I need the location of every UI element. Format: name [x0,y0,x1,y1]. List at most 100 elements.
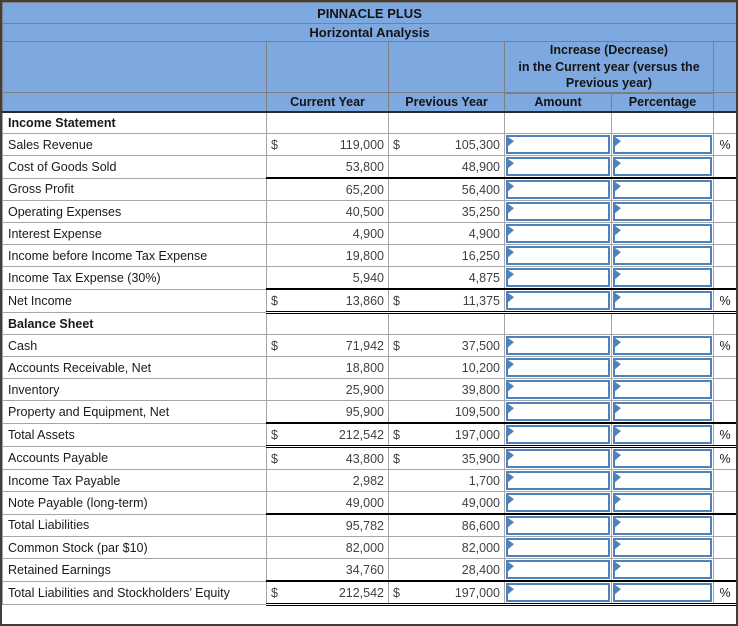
percentage-input[interactable] [613,180,712,199]
table-row: Inventory 25,900 39,800 [2,378,736,401]
dollar-sign: $ [393,585,400,600]
row-label: Operating Expenses [2,200,267,223]
amount-input[interactable] [506,493,610,512]
column-header-row: Current Year Previous Year Amount Percen… [2,92,736,113]
amount-cell [504,446,612,470]
table-row: Income Tax Expense (30%) 5,940 4,875 [2,266,736,290]
row-label: Accounts Receivable, Net [2,356,267,379]
cell-flag-icon [508,137,514,147]
amount-input[interactable] [506,180,610,199]
current-year-value: 40,500 [266,200,389,223]
amount-input[interactable] [506,471,610,490]
previous-year-value: 4,900 [388,222,505,245]
amount-input[interactable] [506,202,610,221]
amount-input[interactable] [506,157,610,176]
amount-input[interactable] [506,135,610,154]
previous-year-value-text: 4,875 [468,270,500,285]
percentage-input[interactable] [613,583,712,602]
cell-flag-icon [508,495,514,505]
previous-year-value-text: 16,250 [461,248,500,263]
percentage-input[interactable] [613,358,712,377]
amount-cell [504,133,612,156]
current-year-value-text: 40,500 [345,204,384,219]
amount-input[interactable] [506,583,610,602]
percentage-input[interactable] [613,425,712,444]
percentage-input[interactable] [613,246,712,265]
row-label: Retained Earnings [2,558,267,582]
percentage-input[interactable] [613,538,712,557]
percentage-input[interactable] [613,224,712,243]
percentage-input[interactable] [613,471,712,490]
percentage-cell [611,558,714,582]
percentage-input[interactable] [613,268,712,287]
cell-flag-icon [615,404,621,414]
amount-input[interactable] [506,538,610,557]
cell-flag-icon [508,585,514,595]
percentage-input[interactable] [613,157,712,176]
column-header-amount: Amount [504,92,612,113]
current-year-value: $212,542 [266,580,389,606]
current-year-value-text: 82,000 [345,540,384,555]
amount-input[interactable] [506,449,610,468]
amount-cell [504,222,612,245]
table-row: Operating Expenses 40,500 35,250 [2,200,736,223]
column-header-percent-spacer [712,92,736,113]
current-year-value-text: 65,200 [345,182,384,197]
percentage-cell [611,356,714,379]
percentage-input[interactable] [613,291,712,310]
percentage-input[interactable] [613,135,712,154]
amount-input[interactable] [506,402,610,421]
cell-flag-icon [508,540,514,550]
amount-input[interactable] [506,336,610,355]
cell-flag-icon [508,404,514,414]
previous-year-value: 86,600 [388,513,505,537]
percent-sign-cell: % [712,133,736,156]
percent-sign-cell: % [712,334,736,357]
percentage-input[interactable] [613,560,712,579]
amount-input[interactable] [506,291,610,310]
amount-input[interactable] [506,268,610,287]
cell-flag-icon [615,562,621,572]
previous-year-value: 28,400 [388,558,505,582]
cell-flag-icon [615,427,621,437]
cell-flag-icon [615,204,621,214]
dollar-sign: $ [393,427,400,442]
previous-year-value: $35,900 [388,446,505,470]
cell-flag-icon [615,338,621,348]
current-year-value-text: 18,800 [345,360,384,375]
percentage-input[interactable] [613,336,712,355]
group-header-spacer-current [266,41,389,93]
percentage-cell [611,513,714,537]
amount-input[interactable] [506,224,610,243]
percent-sign-cell: % [712,288,736,314]
cell-flag-icon [615,270,621,280]
percentage-input[interactable] [613,516,712,535]
percent-sign-cell [712,244,736,267]
dollar-sign: $ [393,293,400,308]
percentage-input[interactable] [613,380,712,399]
amount-cell [504,244,612,267]
percentage-input[interactable] [613,402,712,421]
row-label: Net Income [2,288,267,313]
amount-input[interactable] [506,246,610,265]
amount-input[interactable] [506,380,610,399]
previous-year-value: $105,300 [388,133,505,156]
current-year-value: 65,200 [266,177,389,201]
row-label: Note Payable (long-term) [2,491,267,515]
percent-sign-cell [712,266,736,290]
previous-year-value: 49,000 [388,491,505,515]
previous-year-value: 10,200 [388,356,505,379]
column-header-percentage: Percentage [611,92,714,113]
amount-input[interactable] [506,425,610,444]
amount-input[interactable] [506,560,610,579]
cell-flag-icon [615,540,621,550]
percentage-input[interactable] [613,202,712,221]
cell-flag-icon [615,518,621,528]
percentage-input[interactable] [613,449,712,468]
amount-input[interactable] [506,358,610,377]
percentage-input[interactable] [613,493,712,512]
current-year-value: $119,000 [266,133,389,156]
amount-cell [504,400,612,424]
amount-input[interactable] [506,516,610,535]
